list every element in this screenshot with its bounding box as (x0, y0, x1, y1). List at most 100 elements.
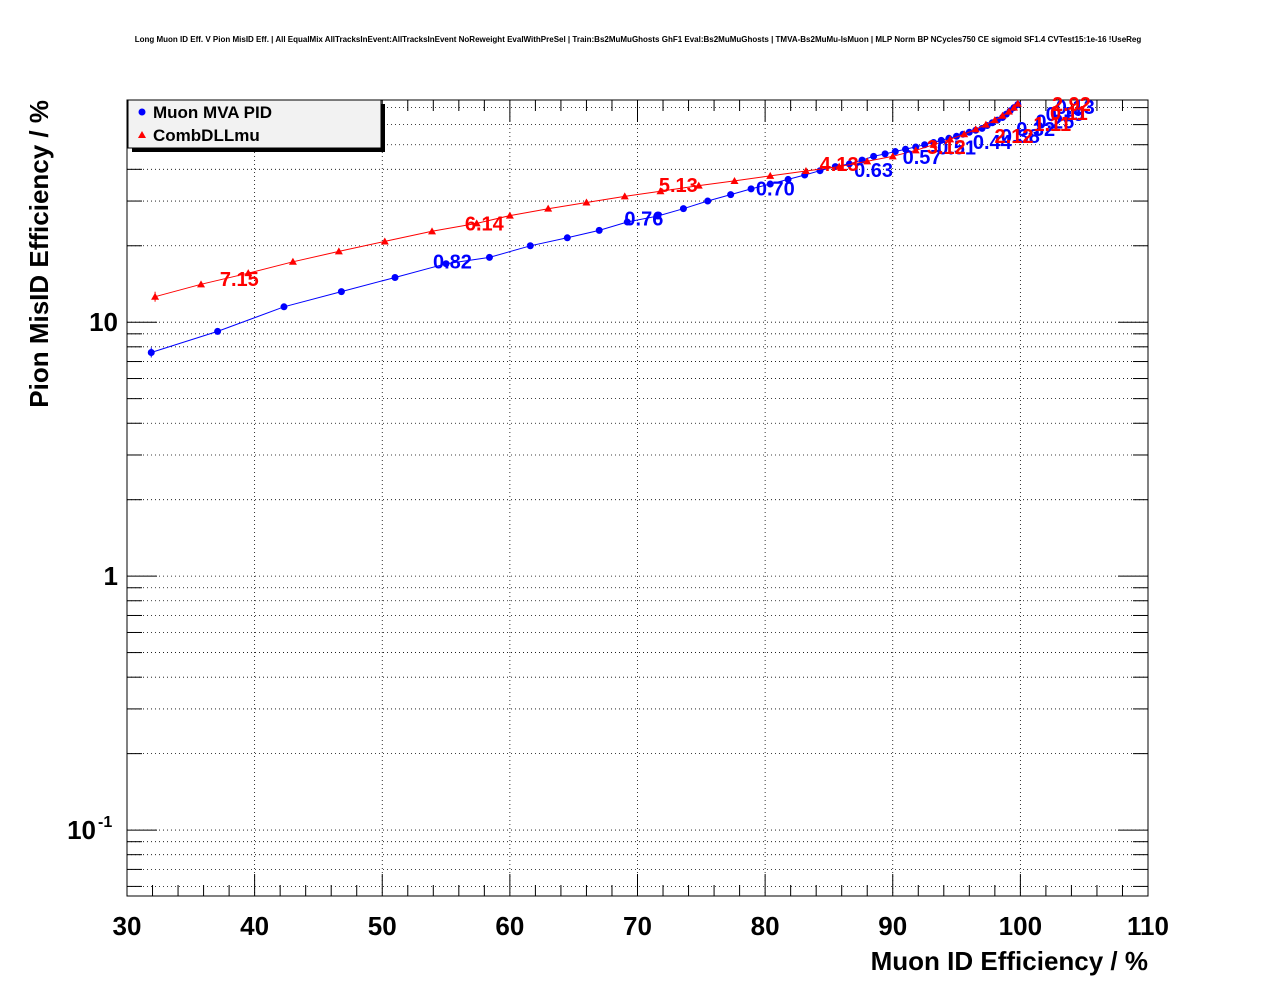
data-point-combdllmu (998, 111, 1007, 119)
legend-label-muon-mva: Muon MVA PID (153, 103, 272, 122)
data-point-combdllmu (801, 166, 810, 174)
data-point-combdllmu (981, 120, 990, 128)
data-point-muon-mva (870, 152, 878, 160)
data-point-muon-mva (654, 212, 662, 220)
legend-box (127, 99, 382, 149)
threshold-annotation: 0.44 (973, 132, 1013, 154)
data-point-muon-mva (563, 234, 571, 242)
legend-label-combdllmu: CombDLLmu (153, 126, 260, 145)
legend-marker-muon-mva (138, 108, 146, 116)
data-point-combdllmu (620, 192, 629, 200)
data-point-combdllmu (505, 211, 514, 219)
grid-lines (127, 100, 1148, 896)
data-point-muon-mva (881, 150, 889, 158)
threshold-annotation: 0.76 (624, 209, 663, 231)
data-point-muon-mva (214, 327, 222, 335)
threshold-annotation: 0.38 (1001, 126, 1040, 148)
threshold-annotation: 0.25 (1035, 111, 1074, 133)
threshold-annotation: 0.32 (1016, 119, 1055, 141)
data-point-muon-mva (280, 303, 288, 311)
data-point-combdllmu (656, 187, 665, 195)
x-tick-label: 70 (623, 911, 652, 941)
y-tick-exponent: -1 (98, 814, 112, 831)
x-tick-label: 110 (1127, 911, 1169, 941)
data-point-combdllmu (582, 198, 591, 206)
data-point-muon-mva (902, 145, 910, 153)
y-axis-label: Pion MisID Efficiency / % (24, 100, 54, 408)
data-point-muon-mva (891, 148, 899, 156)
data-point-muon-mva (442, 260, 450, 268)
threshold-annotation: 0.13 (1056, 97, 1095, 119)
data-point-muon-mva (679, 205, 687, 213)
threshold-annotation: 0.11 (1050, 103, 1088, 125)
threshold-annotation: 0.82 (433, 251, 472, 273)
data-point-muon-mva (337, 288, 345, 296)
data-point-combdllmu (544, 204, 553, 212)
data-point-muon-mva (595, 226, 603, 234)
data-point-combdllmu (1013, 99, 1022, 107)
data-point-combdllmu (288, 257, 297, 265)
data-point-muon-mva (485, 253, 493, 261)
plot-border (126, 99, 1149, 897)
legend-marker-combdllmu (138, 131, 146, 138)
data-point-combdllmu (766, 171, 775, 179)
data-point-combdllmu (888, 152, 897, 160)
y-tick-label: 10 (89, 307, 118, 337)
threshold-annotation: 7.15 (220, 269, 259, 291)
threshold-annotation: 4.13 (820, 154, 859, 176)
data-point-combdllmu (244, 269, 253, 277)
data-point-combdllmu (1004, 107, 1013, 115)
data-point-muon-mva (526, 242, 534, 250)
data-point-muon-mva (845, 160, 853, 168)
data-point-muon-mva (921, 141, 929, 149)
x-tick-label: 30 (113, 911, 142, 941)
data-point-muon-mva (704, 197, 712, 205)
data-point-muon-mva (766, 180, 774, 188)
threshold-annotation: 0.19 (1046, 104, 1085, 126)
annotation-layer: 0.82 0.76 0.70 0.63 0.570.510.440.380.320.25… (220, 94, 1095, 291)
x-tick-label: 50 (368, 911, 397, 941)
data-point-combdllmu (929, 140, 938, 148)
data-point-combdllmu (334, 247, 343, 255)
legend: Muon MVA PID CombDLLmu (127, 99, 385, 152)
x-tick-label: 60 (495, 911, 524, 941)
x-tick-label: 90 (878, 911, 907, 941)
data-point-combdllmu (990, 116, 999, 124)
data-point-combdllmu (946, 135, 955, 143)
data-point-combdllmu (472, 219, 481, 227)
x-tick-label: 80 (751, 911, 780, 941)
data-point-muon-mva (747, 185, 755, 193)
data-point-combdllmu (863, 157, 872, 165)
series-layer (147, 99, 1022, 358)
data-point-muon-mva (391, 273, 399, 281)
data-point-combdllmu (971, 125, 980, 133)
threshold-annotation: 3.12 (927, 137, 966, 159)
data-point-combdllmu (911, 146, 920, 154)
y-tick-label: 10 (67, 815, 96, 845)
threshold-annotation: 0.57 (903, 147, 942, 169)
threshold-annotation: 6.14 (465, 213, 505, 235)
data-point-combdllmu (380, 237, 389, 245)
data-point-combdllmu (197, 280, 206, 288)
data-point-muon-mva (784, 175, 792, 183)
x-tick-labels: 30 40 50 60 70 80 90 100 110 (113, 911, 1169, 941)
threshold-annotation: 5.13 (659, 175, 698, 197)
data-point-combdllmu (1009, 103, 1018, 111)
data-point-combdllmu (835, 162, 844, 170)
data-point-combdllmu (730, 176, 739, 184)
threshold-annotation: 0.63 (854, 160, 893, 182)
x-tick-label: 40 (240, 911, 269, 941)
threshold-annotation: 0.51 (937, 137, 976, 159)
data-point-combdllmu (694, 181, 703, 189)
threshold-annotation: 2.12 (995, 126, 1034, 148)
threshold-annotation: 1.11 (1033, 114, 1071, 136)
x-axis-label: Muon ID Efficiency / % (871, 946, 1148, 976)
data-point-combdllmu (960, 130, 969, 138)
y-tick-label: 1 (104, 561, 118, 591)
chart-title: Long Muon ID Eff. V Pion MisID Eff. | Al… (135, 35, 1142, 44)
data-point-combdllmu (428, 227, 437, 235)
data-point-muon-mva (623, 218, 631, 226)
x-tick-label: 100 (999, 911, 1042, 941)
